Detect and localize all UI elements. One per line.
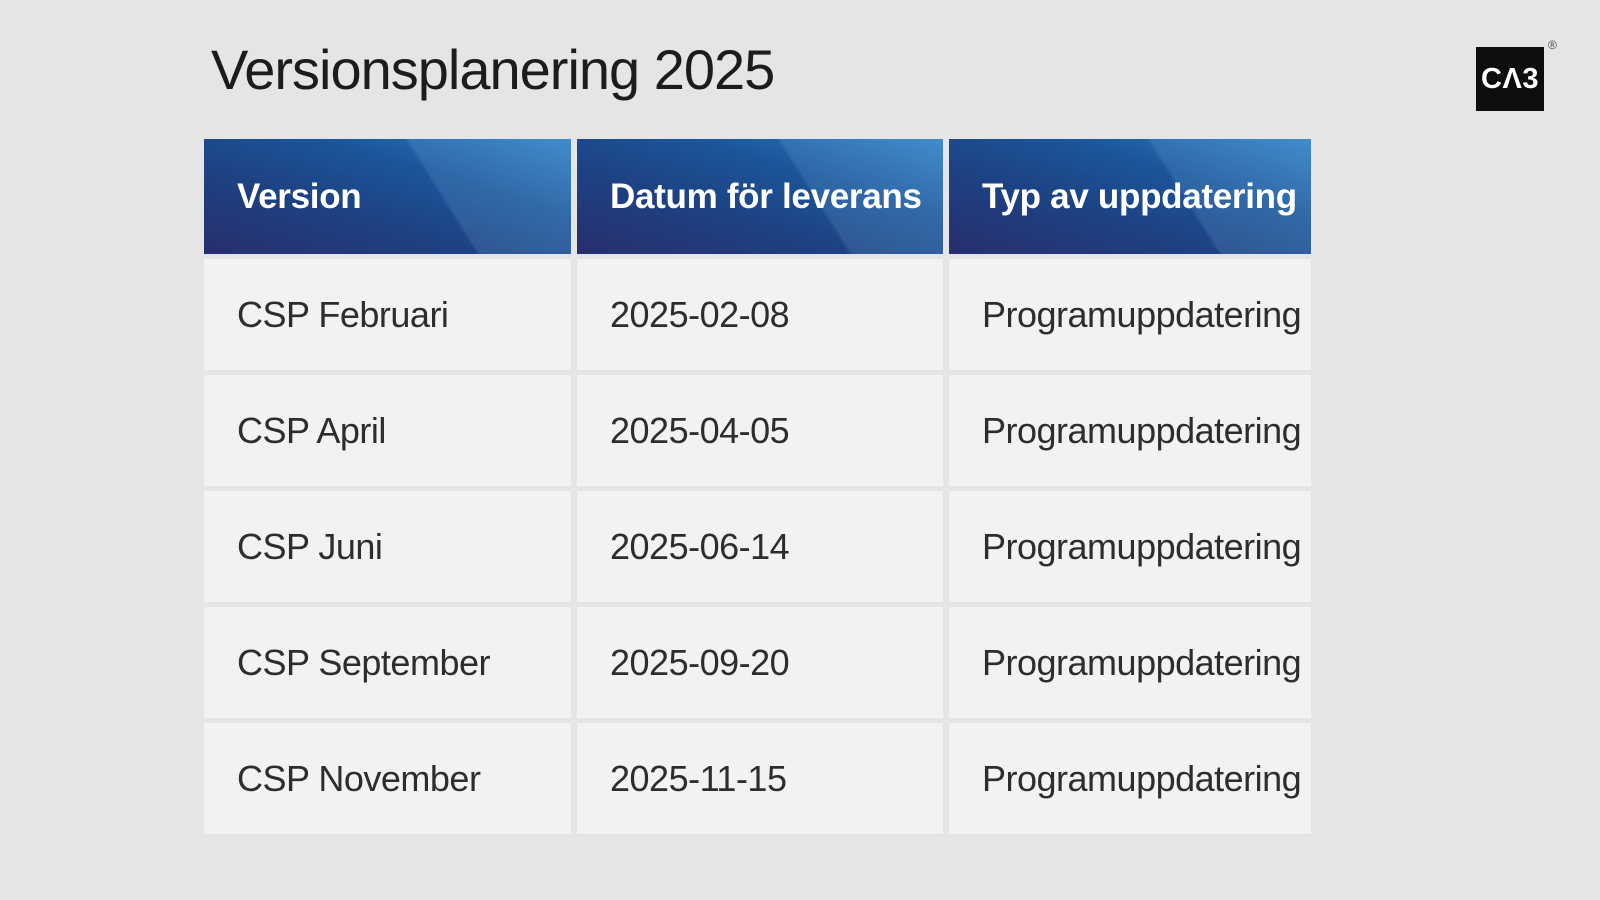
version-plan-table: Version Datum för leverans Typ av uppdat…: [204, 139, 1311, 834]
cell-type: Programuppdatering: [949, 375, 1311, 486]
cell-date: 2025-02-08: [577, 259, 943, 370]
page-title: Versionsplanering 2025: [211, 38, 775, 101]
cell-version: CSP September: [204, 607, 571, 718]
cell-version: CSP Juni: [204, 491, 571, 602]
header-cell-version: Version: [204, 139, 571, 254]
cab-logo-text: CΛ3: [1481, 62, 1539, 95]
cell-date: 2025-06-14: [577, 491, 943, 602]
cell-type: Programuppdatering: [949, 259, 1311, 370]
cell-date: 2025-04-05: [577, 375, 943, 486]
header-cell-type: Typ av uppdatering: [949, 139, 1311, 254]
registered-mark-icon: ®: [1548, 38, 1557, 52]
cell-version: CSP Februari: [204, 259, 571, 370]
cell-type: Programuppdatering: [949, 607, 1311, 718]
cell-date: 2025-11-15: [577, 723, 943, 834]
cell-type: Programuppdatering: [949, 723, 1311, 834]
header-cell-date: Datum för leverans: [577, 139, 943, 254]
cell-version: CSP November: [204, 723, 571, 834]
cell-version: CSP April: [204, 375, 571, 486]
cell-date: 2025-09-20: [577, 607, 943, 718]
cab-logo: CΛ3: [1476, 47, 1544, 111]
cell-type: Programuppdatering: [949, 491, 1311, 602]
